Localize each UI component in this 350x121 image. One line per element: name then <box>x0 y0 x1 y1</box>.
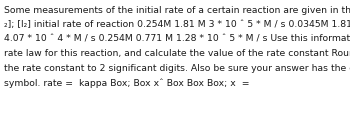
Text: the rate constant to 2 significant digits. Also be sure your answer has the corr: the rate constant to 2 significant digit… <box>4 64 350 73</box>
Text: 4.07 * 10 ˆ 4 * M / s 0.254M 0.771 M 1.28 * 10 ˆ 5 * M / s Use this information : 4.07 * 10 ˆ 4 * M / s 0.254M 0.771 M 1.2… <box>4 35 350 44</box>
Text: symbol. rate =  kappa Box; Box xˆ Box Box Box; x  =: symbol. rate = kappa Box; Box xˆ Box Box… <box>4 79 250 88</box>
Text: ₂]; [I₂] initial rate of reaction 0.254M 1.81 M 3 * 10 ˆ 5 * M / s 0.0345M 1.81M: ₂]; [I₂] initial rate of reaction 0.254M… <box>4 20 350 30</box>
Text: Some measurements of the initial rate of a certain reaction are given in the tab: Some measurements of the initial rate of… <box>4 6 350 15</box>
Text: rate law for this reaction, and calculate the value of the rate constant Round y: rate law for this reaction, and calculat… <box>4 49 350 58</box>
